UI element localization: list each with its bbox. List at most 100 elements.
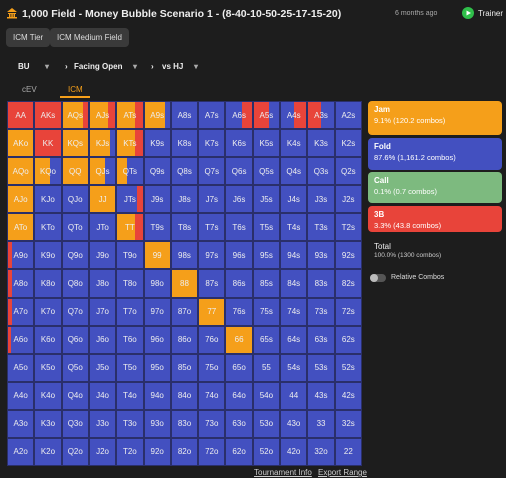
hand-cell[interactable]: KTo [34, 213, 62, 242]
hand-cell[interactable]: 92o [143, 437, 171, 466]
hand-cell[interactable]: 43s [307, 381, 335, 410]
hand-cell[interactable]: Q5s [252, 157, 281, 186]
hand-cell[interactable]: J9s [143, 185, 171, 214]
hand-cell[interactable]: 94o [143, 381, 171, 410]
hand-cell[interactable]: Q2s [334, 157, 362, 186]
hand-cell[interactable]: 95o [143, 353, 171, 382]
hand-cell[interactable]: 54s [280, 353, 308, 382]
hand-cell[interactable]: J6s [225, 185, 253, 214]
hand-cell[interactable]: K7o [34, 297, 62, 326]
hand-cell[interactable]: 87o [170, 297, 199, 326]
hand-cell[interactable]: J4o [88, 381, 117, 410]
hand-cell[interactable]: 99 [143, 241, 171, 270]
chip[interactable]: ICM Tier [6, 28, 51, 47]
hand-cell[interactable]: Q7s [198, 157, 226, 186]
villain-select[interactable]: vs HJ [162, 62, 184, 71]
hand-cell[interactable]: 74o [198, 381, 226, 410]
hand-cell[interactable]: T3o [116, 409, 144, 438]
hand-cell[interactable]: 53o [252, 409, 281, 438]
hand-cell[interactable]: 63o [225, 409, 253, 438]
hand-cell[interactable]: 94s [280, 241, 308, 270]
hand-cell[interactable]: K3s [307, 129, 335, 158]
hand-cell[interactable]: T8s [170, 213, 199, 242]
tab-active[interactable]: ICM [68, 85, 83, 94]
hand-cell[interactable]: J2o [88, 437, 117, 466]
hand-cell[interactable]: T7o [116, 297, 144, 326]
hand-cell[interactable]: J3s [307, 185, 335, 214]
hand-cell[interactable]: A8s [170, 101, 199, 130]
hand-cell[interactable]: 82s [334, 269, 362, 298]
hand-cell[interactable]: 86o [170, 325, 199, 354]
hand-cell[interactable]: JTo [88, 213, 117, 242]
hand-cell[interactable]: 72s [334, 297, 362, 326]
hand-cell[interactable]: K5s [252, 129, 281, 158]
legend-item[interactable]: Fold 87.6% (1,161.2 combos) [368, 138, 502, 170]
hand-cell[interactable]: AKs [34, 101, 62, 130]
hand-cell[interactable]: 86s [225, 269, 253, 298]
hand-cell[interactable]: 74s [280, 297, 308, 326]
hand-cell[interactable]: 62o [225, 437, 253, 466]
hand-cell[interactable]: K9s [143, 129, 171, 158]
hand-cell[interactable]: A4s [280, 101, 308, 130]
hand-cell[interactable]: K6s [225, 129, 253, 158]
hand-cell[interactable]: A7o [7, 297, 35, 326]
hand-cell[interactable]: K4o [34, 381, 62, 410]
hand-cell[interactable]: J9o [88, 241, 117, 270]
hand-cell[interactable]: T4s [280, 213, 308, 242]
hand-cell[interactable]: T5s [252, 213, 281, 242]
hand-cell[interactable]: TT [116, 213, 144, 242]
tab[interactable]: cEV [22, 85, 37, 94]
hand-cell[interactable]: T7s [198, 213, 226, 242]
hand-cell[interactable]: QQ [61, 157, 89, 186]
hand-cell[interactable]: 96o [143, 325, 171, 354]
hand-cell[interactable]: 83s [307, 269, 335, 298]
hand-cell[interactable]: AJo [7, 185, 35, 214]
hand-cell[interactable]: J2s [334, 185, 362, 214]
hand-cell[interactable]: AKo [7, 129, 35, 158]
hand-cell[interactable]: K5o [34, 353, 62, 382]
hand-cell[interactable]: KQs [61, 129, 89, 158]
hand-cell[interactable]: J6o [88, 325, 117, 354]
hand-cell[interactable]: 32s [334, 409, 362, 438]
hand-cell[interactable]: KK [34, 129, 62, 158]
hand-cell[interactable]: A6s [225, 101, 253, 130]
hand-cell[interactable]: T5o [116, 353, 144, 382]
hand-cell[interactable]: KJo [34, 185, 62, 214]
hand-cell[interactable]: T8o [116, 269, 144, 298]
hand-cell[interactable]: 66 [225, 325, 253, 354]
hand-cell[interactable]: 53s [307, 353, 335, 382]
toggle[interactable] [370, 274, 386, 282]
hand-cell[interactable]: 98o [143, 269, 171, 298]
hand-cell[interactable]: Q5o [61, 353, 89, 382]
hand-cell[interactable]: 55 [252, 353, 281, 382]
hand-cell[interactable]: 97s [198, 241, 226, 270]
hand-cell[interactable]: 72o [198, 437, 226, 466]
hand-cell[interactable]: 42o [280, 437, 308, 466]
hand-cell[interactable]: 75o [198, 353, 226, 382]
hand-cell[interactable]: 84o [170, 381, 199, 410]
hand-cell[interactable]: KTs [116, 129, 144, 158]
legend-item[interactable]: 3B 3.3% (43.8 combos) [368, 206, 502, 232]
hand-cell[interactable]: A8o [7, 269, 35, 298]
hand-cell[interactable]: T9o [116, 241, 144, 270]
hand-cell[interactable]: Q8s [170, 157, 199, 186]
hand-cell[interactable]: A5o [7, 353, 35, 382]
hand-cell[interactable]: 75s [252, 297, 281, 326]
hand-cell[interactable]: A3o [7, 409, 35, 438]
hand-cell[interactable]: 32o [307, 437, 335, 466]
hand-cell[interactable]: 76s [225, 297, 253, 326]
hand-cell[interactable]: 76o [198, 325, 226, 354]
hand-cell[interactable]: ATs [116, 101, 144, 130]
hand-cell[interactable]: 64o [225, 381, 253, 410]
hand-cell[interactable]: A5s [252, 101, 281, 130]
hand-cell[interactable]: AJs [88, 101, 117, 130]
hand-cell[interactable]: ATo [7, 213, 35, 242]
hand-cell[interactable]: 82o [170, 437, 199, 466]
hand-cell[interactable]: 65o [225, 353, 253, 382]
hand-cell[interactable]: 62s [334, 325, 362, 354]
trainer-icon[interactable] [462, 7, 474, 19]
hand-cell[interactable]: T2o [116, 437, 144, 466]
hand-cell[interactable]: 42s [334, 381, 362, 410]
hand-cell[interactable]: A2s [334, 101, 362, 130]
hand-cell[interactable]: Q9s [143, 157, 171, 186]
